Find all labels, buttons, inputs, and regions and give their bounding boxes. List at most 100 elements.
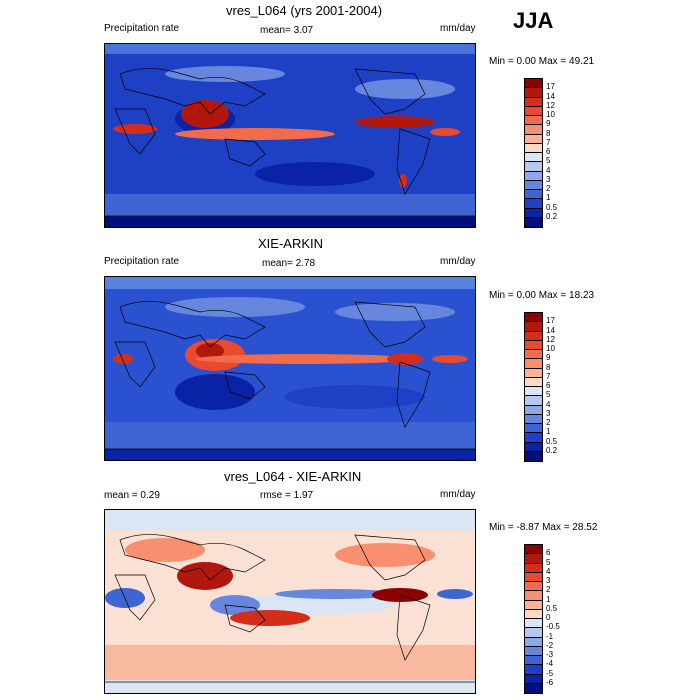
colorbar-segment — [525, 591, 542, 601]
colorbar-segment — [525, 313, 542, 323]
colorbar-label: -6 — [546, 677, 554, 687]
colorbar-segment — [525, 387, 542, 397]
colorbar-segment — [525, 563, 542, 573]
colorbar-segment — [525, 153, 542, 163]
panel-3-title: vres_L064 - XIE-ARKIN — [224, 469, 362, 484]
panel-3-colorbar — [524, 544, 543, 694]
colorbar-segment — [525, 405, 542, 415]
colorbar-segment — [525, 106, 542, 116]
colorbar-segment — [525, 572, 542, 582]
colorbar-label: 6 — [546, 548, 551, 558]
colorbar-segment — [525, 125, 542, 135]
colorbar-label: 0.5 — [546, 603, 558, 613]
panel-3-rmse: rmse = 1.97 — [260, 490, 314, 501]
colorbar-label: 0 — [546, 613, 551, 622]
panel-2-mean: mean= 2.78 — [262, 258, 316, 269]
colorbar-label: 5 — [546, 156, 551, 166]
colorbar-segment — [525, 646, 542, 656]
colorbar-segment — [525, 424, 542, 434]
panel-1-units: mm/day — [440, 23, 476, 34]
colorbar-label: 7 — [546, 371, 551, 381]
colorbar-label: 9 — [546, 353, 551, 363]
colorbar-label: 14 — [546, 325, 555, 335]
colorbar-segment — [525, 628, 542, 638]
colorbar-segment — [525, 171, 542, 181]
colorbar-segment — [525, 368, 542, 378]
colorbar-label: 3 — [546, 174, 551, 184]
colorbar-segment — [525, 359, 542, 369]
colorbar-segment — [525, 554, 542, 564]
colorbar-label: 9 — [546, 119, 551, 129]
panel-3-units: mm/day — [440, 489, 476, 500]
panel-1-mean: mean= 3.07 — [260, 25, 314, 36]
panel-1-map — [104, 43, 476, 228]
colorbar-label: 5 — [546, 390, 551, 400]
colorbar-segment — [525, 683, 542, 693]
panel-3-minmax: Min = -8.87 Max = 28.52 — [489, 522, 598, 533]
panel-2-left-label: Precipitation rate — [104, 256, 180, 267]
colorbar-segment — [525, 79, 542, 89]
panel-2-colorbar — [524, 312, 543, 462]
colorbar-label: 0.5 — [546, 202, 558, 212]
colorbar-label: -5 — [546, 668, 554, 678]
colorbar-segment — [525, 116, 542, 126]
colorbar-segment — [525, 414, 542, 424]
colorbar-segment — [525, 656, 542, 666]
colorbar-segment — [525, 377, 542, 387]
colorbar-label: 2 — [546, 585, 551, 595]
colorbar-label: 7 — [546, 137, 551, 147]
colorbar-segment — [525, 88, 542, 98]
colorbar-segment — [525, 637, 542, 647]
colorbar-segment — [525, 396, 542, 406]
colorbar-segment — [525, 322, 542, 332]
colorbar-label: 4 — [546, 566, 551, 576]
colorbar-label: 3 — [546, 576, 551, 585]
season-label: JJA — [513, 8, 554, 33]
colorbar-segment — [525, 340, 542, 350]
colorbar-segment — [525, 199, 542, 209]
colorbar-segment — [525, 442, 542, 452]
colorbar-segment — [525, 582, 542, 592]
colorbar-label: 3 — [546, 408, 551, 418]
panel-2-units: mm/day — [440, 256, 476, 267]
colorbar-segment — [525, 619, 542, 629]
colorbar-label: 14 — [546, 91, 555, 101]
colorbar-label: 10 — [546, 344, 555, 353]
colorbar-segment — [525, 180, 542, 190]
colorbar-segment — [525, 665, 542, 675]
colorbar-segment — [525, 674, 542, 684]
colorbar-label: 1 — [546, 427, 551, 437]
colorbar-label: 6 — [546, 381, 551, 390]
panel-1-left-label: Precipitation rate — [104, 23, 180, 34]
colorbar-label: 12 — [546, 100, 555, 110]
panel-3-map — [104, 509, 476, 694]
colorbar-label: 8 — [546, 128, 551, 138]
panel-1-minmax: Min = 0.00 Max = 49.21 — [489, 56, 595, 67]
colorbar-segment — [525, 331, 542, 341]
colorbar-label: 17 — [546, 82, 555, 92]
colorbar-label: -4 — [546, 659, 554, 669]
colorbar-segment — [525, 433, 542, 443]
panel-2-map — [104, 276, 476, 461]
colorbar-segment — [525, 609, 542, 619]
colorbar-label: 10 — [546, 110, 555, 119]
colorbar-segment — [525, 208, 542, 218]
colorbar-segment — [525, 162, 542, 172]
colorbar-label: 17 — [546, 316, 555, 326]
colorbar-segment — [525, 97, 542, 107]
panel-2-title: XIE-ARKIN — [258, 236, 324, 251]
panel-1-colorbar — [524, 78, 543, 228]
colorbar-label: 6 — [546, 147, 551, 156]
colorbar-segment — [525, 143, 542, 153]
colorbar-segment — [525, 451, 542, 461]
colorbar-label: -3 — [546, 650, 554, 659]
colorbar-label: 0.2 — [546, 445, 558, 455]
colorbar-segment — [525, 190, 542, 200]
colorbar-label: -1 — [546, 631, 554, 641]
colorbar-label: 4 — [546, 399, 551, 409]
colorbar-segment — [525, 545, 542, 555]
colorbar-label: 5 — [546, 557, 551, 567]
colorbar-label: 1 — [546, 594, 551, 604]
colorbar-segment — [525, 350, 542, 360]
colorbar-label: 2 — [546, 418, 551, 427]
